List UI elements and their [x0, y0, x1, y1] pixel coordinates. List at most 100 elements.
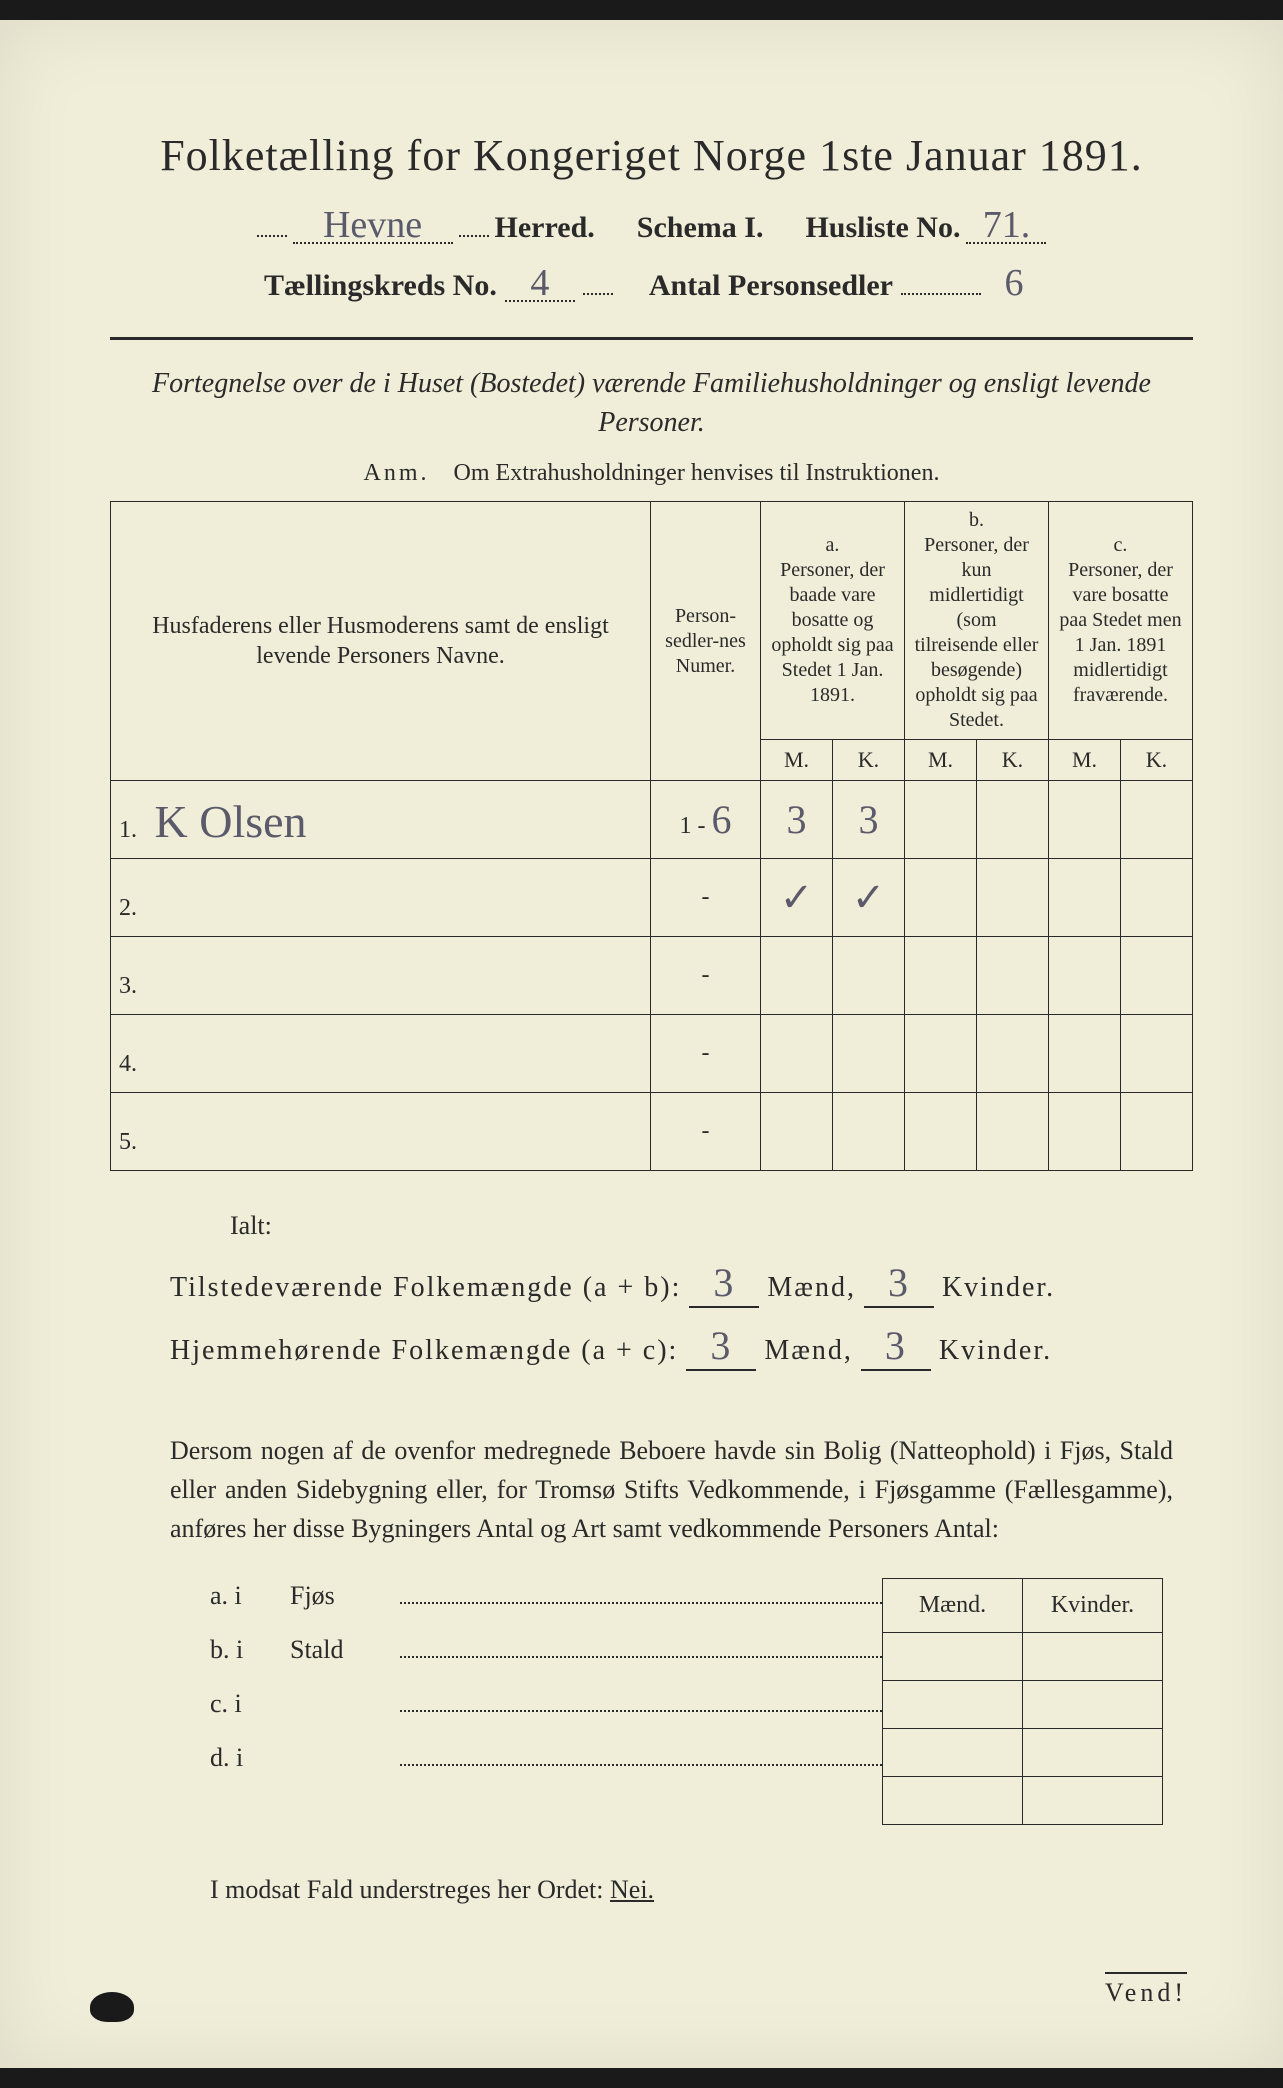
divider: [110, 337, 1193, 340]
dot-leader: [901, 265, 981, 295]
row-b-k: [977, 858, 1049, 936]
row-numer: -: [651, 1092, 761, 1170]
row-name: [147, 1014, 651, 1092]
sub-cell: [1023, 1776, 1163, 1824]
sub-lab: c. i: [210, 1689, 290, 1719]
sub-left: a. iFjøs b. iStaldc. i d. i: [210, 1578, 882, 1825]
row-b-k: [977, 1092, 1049, 1170]
sub-cell: [1023, 1632, 1163, 1680]
modsat-line: I modsat Fald understreges her Ordet: Ne…: [210, 1875, 1193, 1905]
row-num: 4.: [111, 1014, 147, 1092]
sub-row: c. i: [210, 1686, 882, 1740]
row-b-m: [905, 780, 977, 858]
table-row: 2.-✓✓: [111, 858, 1193, 936]
total1-k: 3: [864, 1259, 934, 1308]
subtitle-row-1: Hevne Herred. Schema I. Husliste No. 71.: [110, 207, 1193, 245]
col-b-text: Personer, der kun midlertidigt (som tilr…: [913, 533, 1040, 733]
sub-cell: [883, 1776, 1023, 1824]
col-b-label: b.: [913, 508, 1040, 533]
row-a-k: 3: [833, 780, 905, 858]
row-numer: -: [651, 1014, 761, 1092]
total1-m: 3: [689, 1259, 759, 1308]
page-defect: [90, 1992, 134, 2022]
col-a: a. Personer, der baade vare bosatte og o…: [761, 502, 905, 740]
anm-text: Om Extrahusholdninger henvises til Instr…: [454, 460, 940, 486]
col-numer: Person-sedler-nes Numer.: [651, 502, 761, 781]
total1-label: Tilstedeværende Folkemængde (a + b):: [170, 1272, 681, 1304]
dot-leader: [400, 1632, 882, 1658]
maend-label: Mænd,: [764, 1335, 853, 1367]
col-a-m: M.: [761, 740, 833, 781]
row-b-k: [977, 780, 1049, 858]
row-a-k: [833, 936, 905, 1014]
table-row: 3. -: [111, 936, 1193, 1014]
col-a-label: a.: [769, 533, 896, 558]
row-c-k: [1121, 1014, 1193, 1092]
sub-cell: [883, 1680, 1023, 1728]
total2-label: Hjemmehørende Folkemængde (a + c):: [170, 1335, 678, 1367]
table-row: 5. -: [111, 1092, 1193, 1170]
antal-value: 6: [989, 266, 1039, 300]
anm-label: Anm.: [364, 460, 430, 486]
row-a-m: [761, 1092, 833, 1170]
sub-cell: [883, 1728, 1023, 1776]
sub-row: b. iStald: [210, 1632, 882, 1686]
total2-k: 3: [861, 1322, 931, 1371]
col-a-text: Personer, der baade vare bosatte og opho…: [769, 558, 896, 708]
row-numer: -: [651, 936, 761, 1014]
row-b-k: [977, 1014, 1049, 1092]
kvinder-label: Kvinder.: [942, 1272, 1055, 1304]
dot-leader: [583, 265, 613, 295]
row-a-m: 3: [761, 780, 833, 858]
row-name: [147, 1092, 651, 1170]
row-num: 5.: [111, 1092, 147, 1170]
kvinder-label: Kvinder.: [939, 1335, 1052, 1367]
row-name: K Olsen: [147, 780, 651, 858]
anm-line: Anm. Om Extrahusholdninger henvises til …: [110, 460, 1193, 487]
row-numer: 1 - 6: [651, 780, 761, 858]
row-a-k: [833, 1014, 905, 1092]
sub-head-m: Mænd.: [883, 1578, 1023, 1632]
sub-cell: [883, 1632, 1023, 1680]
row-b-m: [905, 1014, 977, 1092]
row-c-k: [1121, 936, 1193, 1014]
vend-label: Vend!: [1105, 1972, 1187, 2008]
row-c-k: [1121, 858, 1193, 936]
sub-lab: d. i: [210, 1743, 290, 1773]
sub-lab: a. i: [210, 1581, 290, 1611]
modsat-nei: Nei.: [610, 1875, 654, 1904]
sub-txt: Fjøs: [290, 1581, 400, 1611]
row-a-k: ✓: [833, 858, 905, 936]
modsat-pre: I modsat Fald understreges her Ordet:: [210, 1875, 610, 1904]
antal-label: Antal Personsedler: [649, 269, 893, 303]
row-c-m: [1049, 858, 1121, 936]
row-b-m: [905, 936, 977, 1014]
col-c-k: K.: [1121, 740, 1193, 781]
col-b: b. Personer, der kun midlertidigt (som t…: [905, 502, 1049, 740]
row-a-m: [761, 1014, 833, 1092]
document-page: Folketælling for Kongeriget Norge 1ste J…: [0, 20, 1283, 2068]
sub-section: a. iFjøs b. iStaldc. i d. i Mænd. Kvinder.: [210, 1578, 1163, 1825]
sub-cell: [1023, 1680, 1163, 1728]
row-a-k: [833, 1092, 905, 1170]
row-c-m: [1049, 780, 1121, 858]
dot-leader: [400, 1740, 882, 1766]
maend-label: Mænd,: [767, 1272, 856, 1304]
row-numer: -: [651, 858, 761, 936]
herred-value: Hevne: [293, 208, 453, 244]
row-name: [147, 858, 651, 936]
dot-leader: [257, 207, 287, 237]
sub-table: Mænd. Kvinder.: [882, 1578, 1163, 1825]
sub-row: d. i: [210, 1740, 882, 1794]
row-b-k: [977, 936, 1049, 1014]
description-text: Fortegnelse over de i Huset (Bostedet) v…: [110, 364, 1193, 442]
total-row-1: Tilstedeværende Folkemængde (a + b): 3 M…: [170, 1259, 1193, 1308]
dot-leader: [459, 207, 489, 237]
sub-lab: b. i: [210, 1635, 290, 1665]
row-num: 3.: [111, 936, 147, 1014]
row-num: 2.: [111, 858, 147, 936]
row-b-m: [905, 1092, 977, 1170]
col-c-text: Personer, der vare bosatte paa Stedet me…: [1057, 558, 1184, 708]
paragraph: Dersom nogen af de ovenfor medregnede Be…: [170, 1431, 1173, 1548]
col-b-k: K.: [977, 740, 1049, 781]
